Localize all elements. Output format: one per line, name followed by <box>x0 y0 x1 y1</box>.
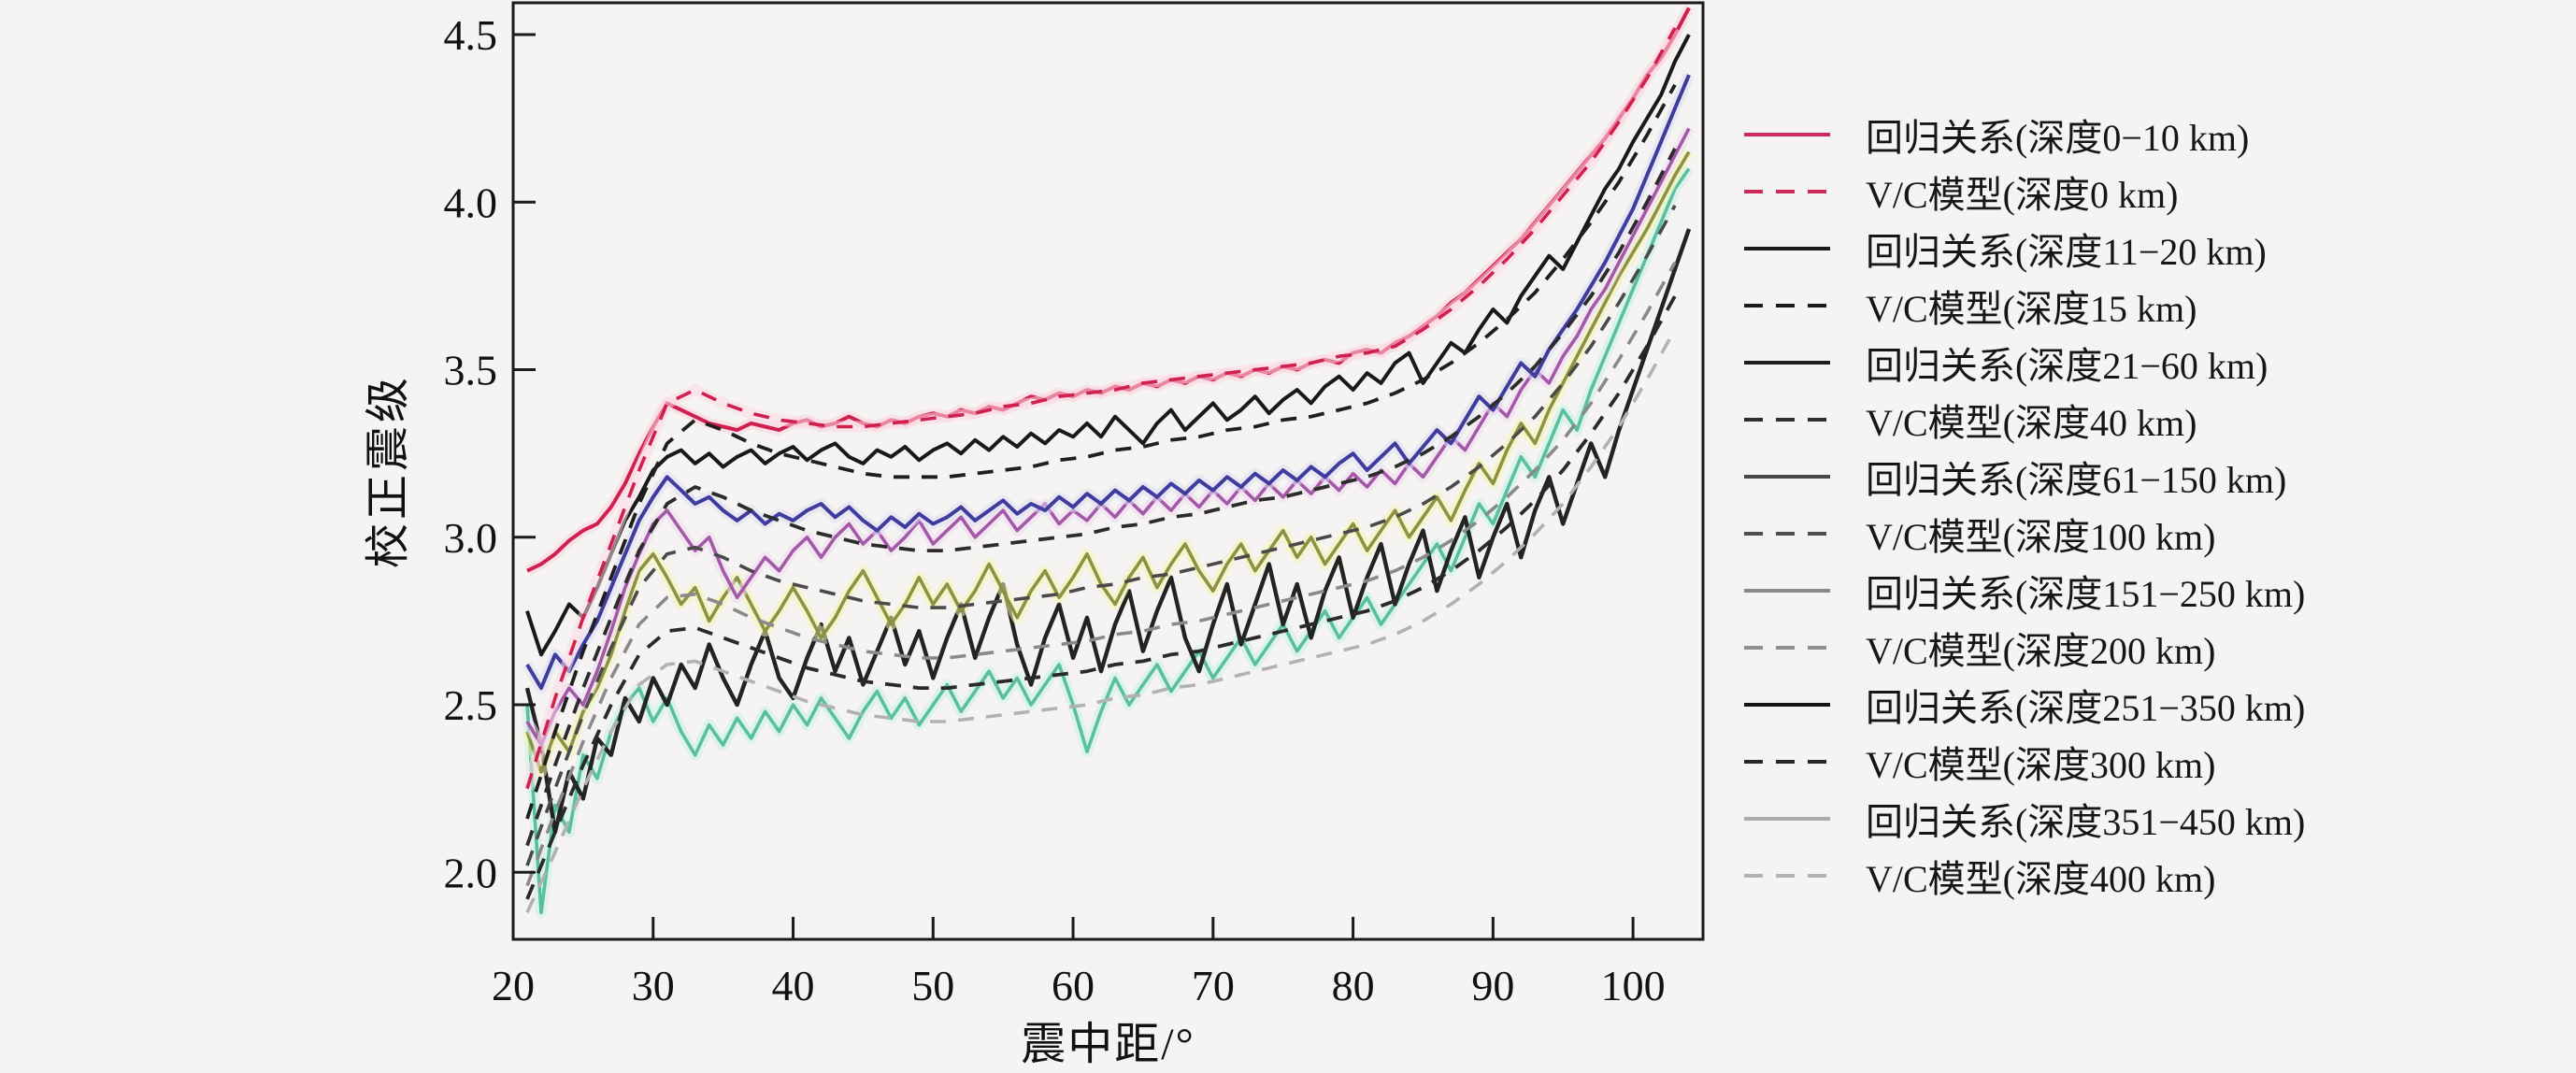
y-tick-label: 3.0 <box>444 514 498 562</box>
legend-item: V/C模型(深度40 km) <box>1744 391 2305 448</box>
vc-model-line <box>525 294 1677 900</box>
x-tick-label: 20 <box>492 962 535 1009</box>
legend-item: 回归关系(深度21−60 km) <box>1744 334 2305 391</box>
y-axis-title: 校正震级 <box>364 373 413 569</box>
legend-item: 回归关系(深度11−20 km) <box>1744 220 2305 277</box>
legend-item-label: 回归关系(深度61−150 km) <box>1866 458 2287 501</box>
legend-item-label: V/C模型(深度40 km) <box>1866 401 2197 444</box>
legend-dashed-line-swatch <box>1744 417 1830 422</box>
legend-dashed-line-swatch <box>1744 759 1830 764</box>
legend-dashed-line-swatch <box>1744 645 1830 650</box>
legend-dashed-line-swatch <box>1744 531 1830 536</box>
y-tick-label: 4.0 <box>444 179 498 226</box>
legend-item-label: 回归关系(深度21−60 km) <box>1866 344 2268 387</box>
legend-solid-line-swatch <box>1744 360 1830 365</box>
vc-model-line <box>525 328 1677 914</box>
legend-item-label: V/C模型(深度300 km) <box>1866 743 2216 786</box>
y-tick-label: 4.5 <box>444 11 498 59</box>
legend-item: 回归关系(深度351−450 km) <box>1744 790 2305 847</box>
legend-solid-line-swatch <box>1744 702 1830 707</box>
vc-model-line <box>525 27 1677 790</box>
legend-item-label: 回归关系(深度151−250 km) <box>1866 572 2306 615</box>
x-tick-label: 50 <box>911 962 954 1009</box>
y-tick-label: 2.0 <box>444 849 498 896</box>
vc-model-line <box>525 205 1677 866</box>
legend: 回归关系(深度0−10 km) V/C模型(深度0 km) 回归关系(深度11−20… <box>1744 106 2305 904</box>
legend-solid-line-swatch <box>1744 474 1830 479</box>
vc-model-line <box>525 148 1677 847</box>
vc-model-line <box>525 261 1677 887</box>
legend-item-label: 回归关系(深度11−20 km) <box>1866 230 2267 273</box>
legend-item-label: 回归关系(深度251−350 km) <box>1866 686 2306 729</box>
regression-line <box>525 167 1691 915</box>
legend-item-label: V/C模型(深度0 km) <box>1866 173 2179 216</box>
legend-solid-line-swatch <box>1744 588 1830 593</box>
y-tick-label: 3.5 <box>444 347 498 394</box>
legend-item: V/C模型(深度15 km) <box>1744 277 2305 334</box>
x-tick-label: 80 <box>1332 962 1375 1009</box>
legend-item: V/C模型(深度300 km) <box>1744 733 2305 790</box>
regression-line <box>525 74 1691 691</box>
plot-frame <box>511 1 1705 941</box>
legend-item-label: V/C模型(深度400 km) <box>1866 857 2216 900</box>
legend-solid-line-swatch <box>1744 246 1830 250</box>
regression-line <box>525 150 1691 774</box>
x-tick-label: 30 <box>632 962 675 1009</box>
legend-item: V/C模型(深度100 km) <box>1744 505 2305 562</box>
legend-item: V/C模型(深度400 km) <box>1744 847 2305 904</box>
x-tick-label: 60 <box>1052 962 1095 1009</box>
legend-item: 回归关系(深度251−350 km) <box>1744 676 2305 733</box>
x-tick-label: 40 <box>772 962 815 1009</box>
x-tick-label: 70 <box>1192 962 1235 1009</box>
vc-model-line <box>525 83 1677 820</box>
legend-item: V/C模型(深度0 km) <box>1744 163 2305 220</box>
legend-item-label: V/C模型(深度100 km) <box>1866 515 2216 558</box>
y-tick-label: 2.5 <box>444 681 498 729</box>
legend-solid-line-swatch <box>1744 132 1830 136</box>
legend-dashed-line-swatch <box>1744 303 1830 308</box>
regression-line <box>524 228 1692 835</box>
legend-item: 回归关系(深度0−10 km) <box>1744 106 2305 163</box>
legend-item-label: V/C模型(深度15 km) <box>1866 287 2197 330</box>
legend-item-label: V/C模型(深度200 km) <box>1866 629 2216 672</box>
x-tick-label: 90 <box>1471 962 1514 1009</box>
legend-dashed-line-swatch <box>1744 189 1830 193</box>
x-tick-label: 100 <box>1601 962 1666 1009</box>
legend-item: 回归关系(深度151−250 km) <box>1744 562 2305 619</box>
legend-dashed-line-swatch <box>1744 873 1830 878</box>
legend-item: V/C模型(深度200 km) <box>1744 619 2305 676</box>
legend-item-label: 回归关系(深度0−10 km) <box>1866 116 2250 159</box>
legend-solid-line-swatch <box>1744 816 1830 821</box>
regression-line <box>525 34 1691 657</box>
legend-item: 回归关系(深度61−150 km) <box>1744 448 2305 505</box>
legend-item-label: 回归关系(深度351−450 km) <box>1866 800 2306 843</box>
x-axis-title: 震中距/° <box>1021 1020 1195 1069</box>
